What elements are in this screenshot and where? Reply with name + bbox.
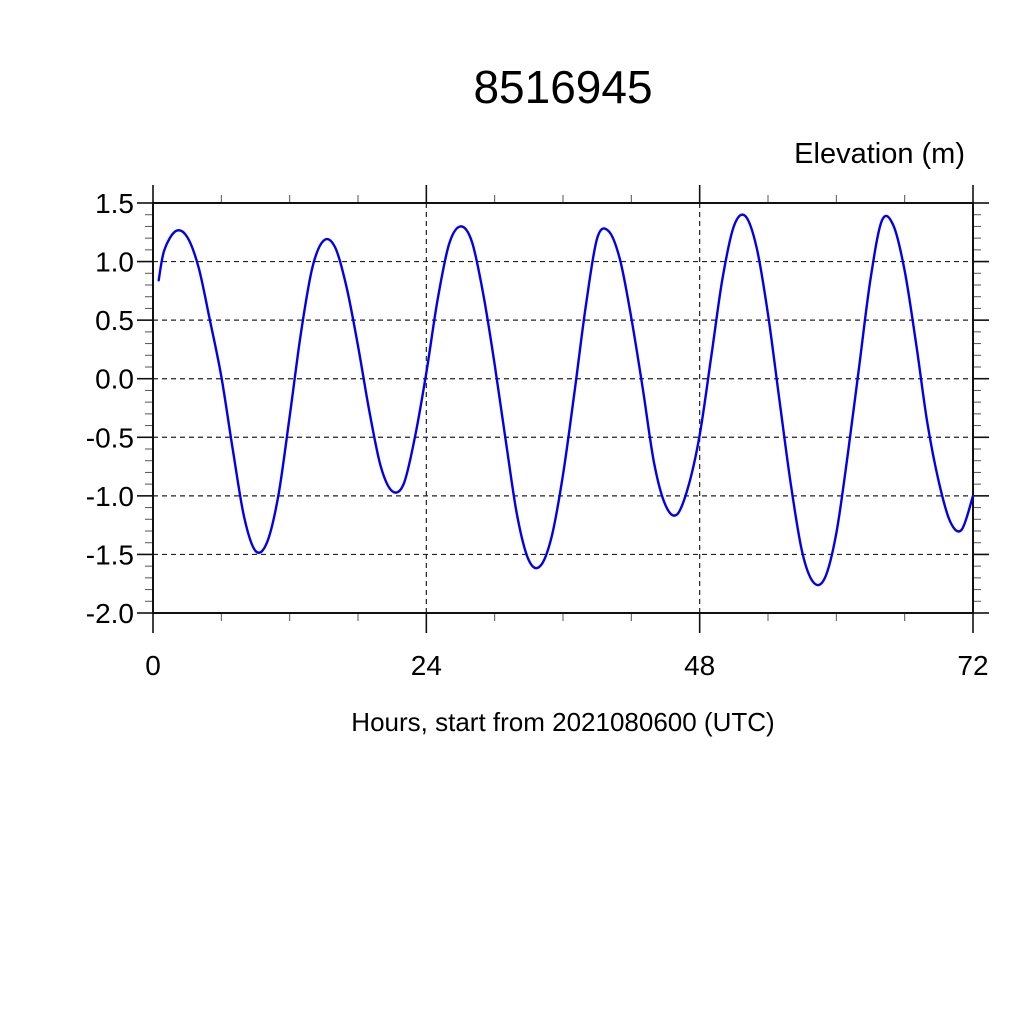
tide-curve: [157, 213, 975, 587]
y-tick-label: -0.5: [86, 422, 134, 453]
gridlines: [153, 202, 973, 614]
x-tick-label: 0: [145, 650, 161, 681]
plot-frame: [152, 202, 974, 614]
x-tick-label: 48: [684, 650, 715, 681]
y-tick-label: 1.0: [95, 247, 134, 278]
y-axis-unit-label: Elevation (m): [794, 138, 965, 170]
y-tick-label: 1.5: [95, 188, 134, 219]
y-tick-label: 0.0: [95, 364, 134, 395]
y-tick-label: -1.5: [86, 539, 134, 570]
x-tick-label: 72: [957, 650, 988, 681]
y-tick-label: 0.5: [95, 305, 134, 336]
chart-title: 8516945: [473, 61, 652, 113]
y-tick-label: -1.0: [86, 481, 134, 512]
x-tick-label: 24: [411, 650, 442, 681]
tide-curve-line: [157, 213, 975, 587]
y-tick-label: -2.0: [86, 598, 134, 629]
x-axis-label: Hours, start from 2021080600 (UTC): [351, 707, 774, 737]
tick-labels: 0 24 48 72 1.5 1.0 0.5 0.0 -0.5 -1.0 -1.5 -2.0: [86, 188, 989, 681]
axis-ticks: [137, 185, 989, 633]
